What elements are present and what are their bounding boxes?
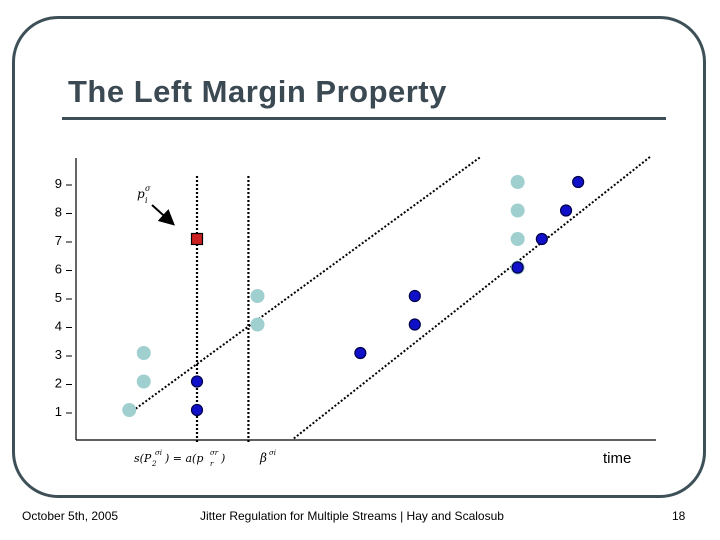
beta-sup: σi	[269, 449, 276, 457]
p-label-arrow	[151, 204, 175, 226]
y-tick-label: 4	[55, 319, 62, 334]
time-labels: s(P 2 σi ) = a(p r σr ) β σi	[134, 449, 276, 468]
y-tick-label: 1	[55, 404, 62, 419]
dark-point	[408, 318, 421, 331]
title-underline	[62, 117, 666, 120]
y-tick-label: 5	[55, 290, 62, 305]
footer-presentation-title: Jitter Regulation for Multiple Streams |…	[200, 509, 504, 523]
y-tick-label: 3	[55, 347, 62, 362]
y-tick-label: 6	[55, 262, 62, 277]
footer-date: October 5th, 2005	[22, 509, 119, 523]
light-point	[510, 203, 525, 218]
light-point	[510, 175, 525, 189]
dark-point	[559, 204, 573, 217]
p-label-sup: σ	[145, 184, 151, 193]
y-tick-label: 7	[55, 233, 62, 248]
slide-frame	[12, 16, 706, 498]
axes	[75, 158, 656, 441]
a-expr-sup: σr	[210, 449, 219, 457]
page-number: 18	[672, 509, 686, 523]
a-expr-sub: r	[210, 460, 214, 468]
y-tick-label: 2	[55, 376, 62, 391]
dark-point	[535, 232, 548, 246]
beta-label: β	[259, 451, 267, 465]
diagonal-right	[293, 155, 652, 440]
red-point	[190, 232, 204, 246]
light-point	[510, 232, 525, 246]
data-points	[122, 175, 585, 417]
s-expr-sup: σi	[155, 449, 162, 457]
dark-point	[511, 261, 524, 274]
y-ticks: 1 2 3 4 5 6 7 8 9	[55, 176, 72, 419]
close-paren: )	[220, 452, 225, 465]
p-label-base: p	[137, 187, 145, 201]
light-point	[122, 403, 137, 417]
reference-lines	[128, 155, 652, 443]
dark-point	[190, 375, 204, 388]
dark-point	[572, 175, 585, 189]
dark-point	[190, 403, 204, 417]
p-label: p σ i	[137, 184, 151, 205]
light-point	[136, 374, 151, 389]
x-axis-label: time	[603, 450, 631, 467]
dark-point	[408, 289, 421, 303]
slide-title: The Left Margin Property	[68, 74, 447, 109]
light-point	[250, 317, 265, 332]
y-tick-label: 9	[55, 176, 62, 191]
light-point	[250, 289, 265, 303]
diagonal-left	[128, 155, 482, 415]
s-expr: s(P	[134, 452, 152, 465]
y-tick-label: 8	[55, 205, 62, 220]
light-point	[136, 346, 151, 360]
p-label-sub: i	[145, 196, 148, 205]
eq-expr: ) = a(p	[164, 452, 203, 465]
s-expr-sub: 2	[151, 460, 157, 468]
dark-point	[354, 346, 367, 360]
